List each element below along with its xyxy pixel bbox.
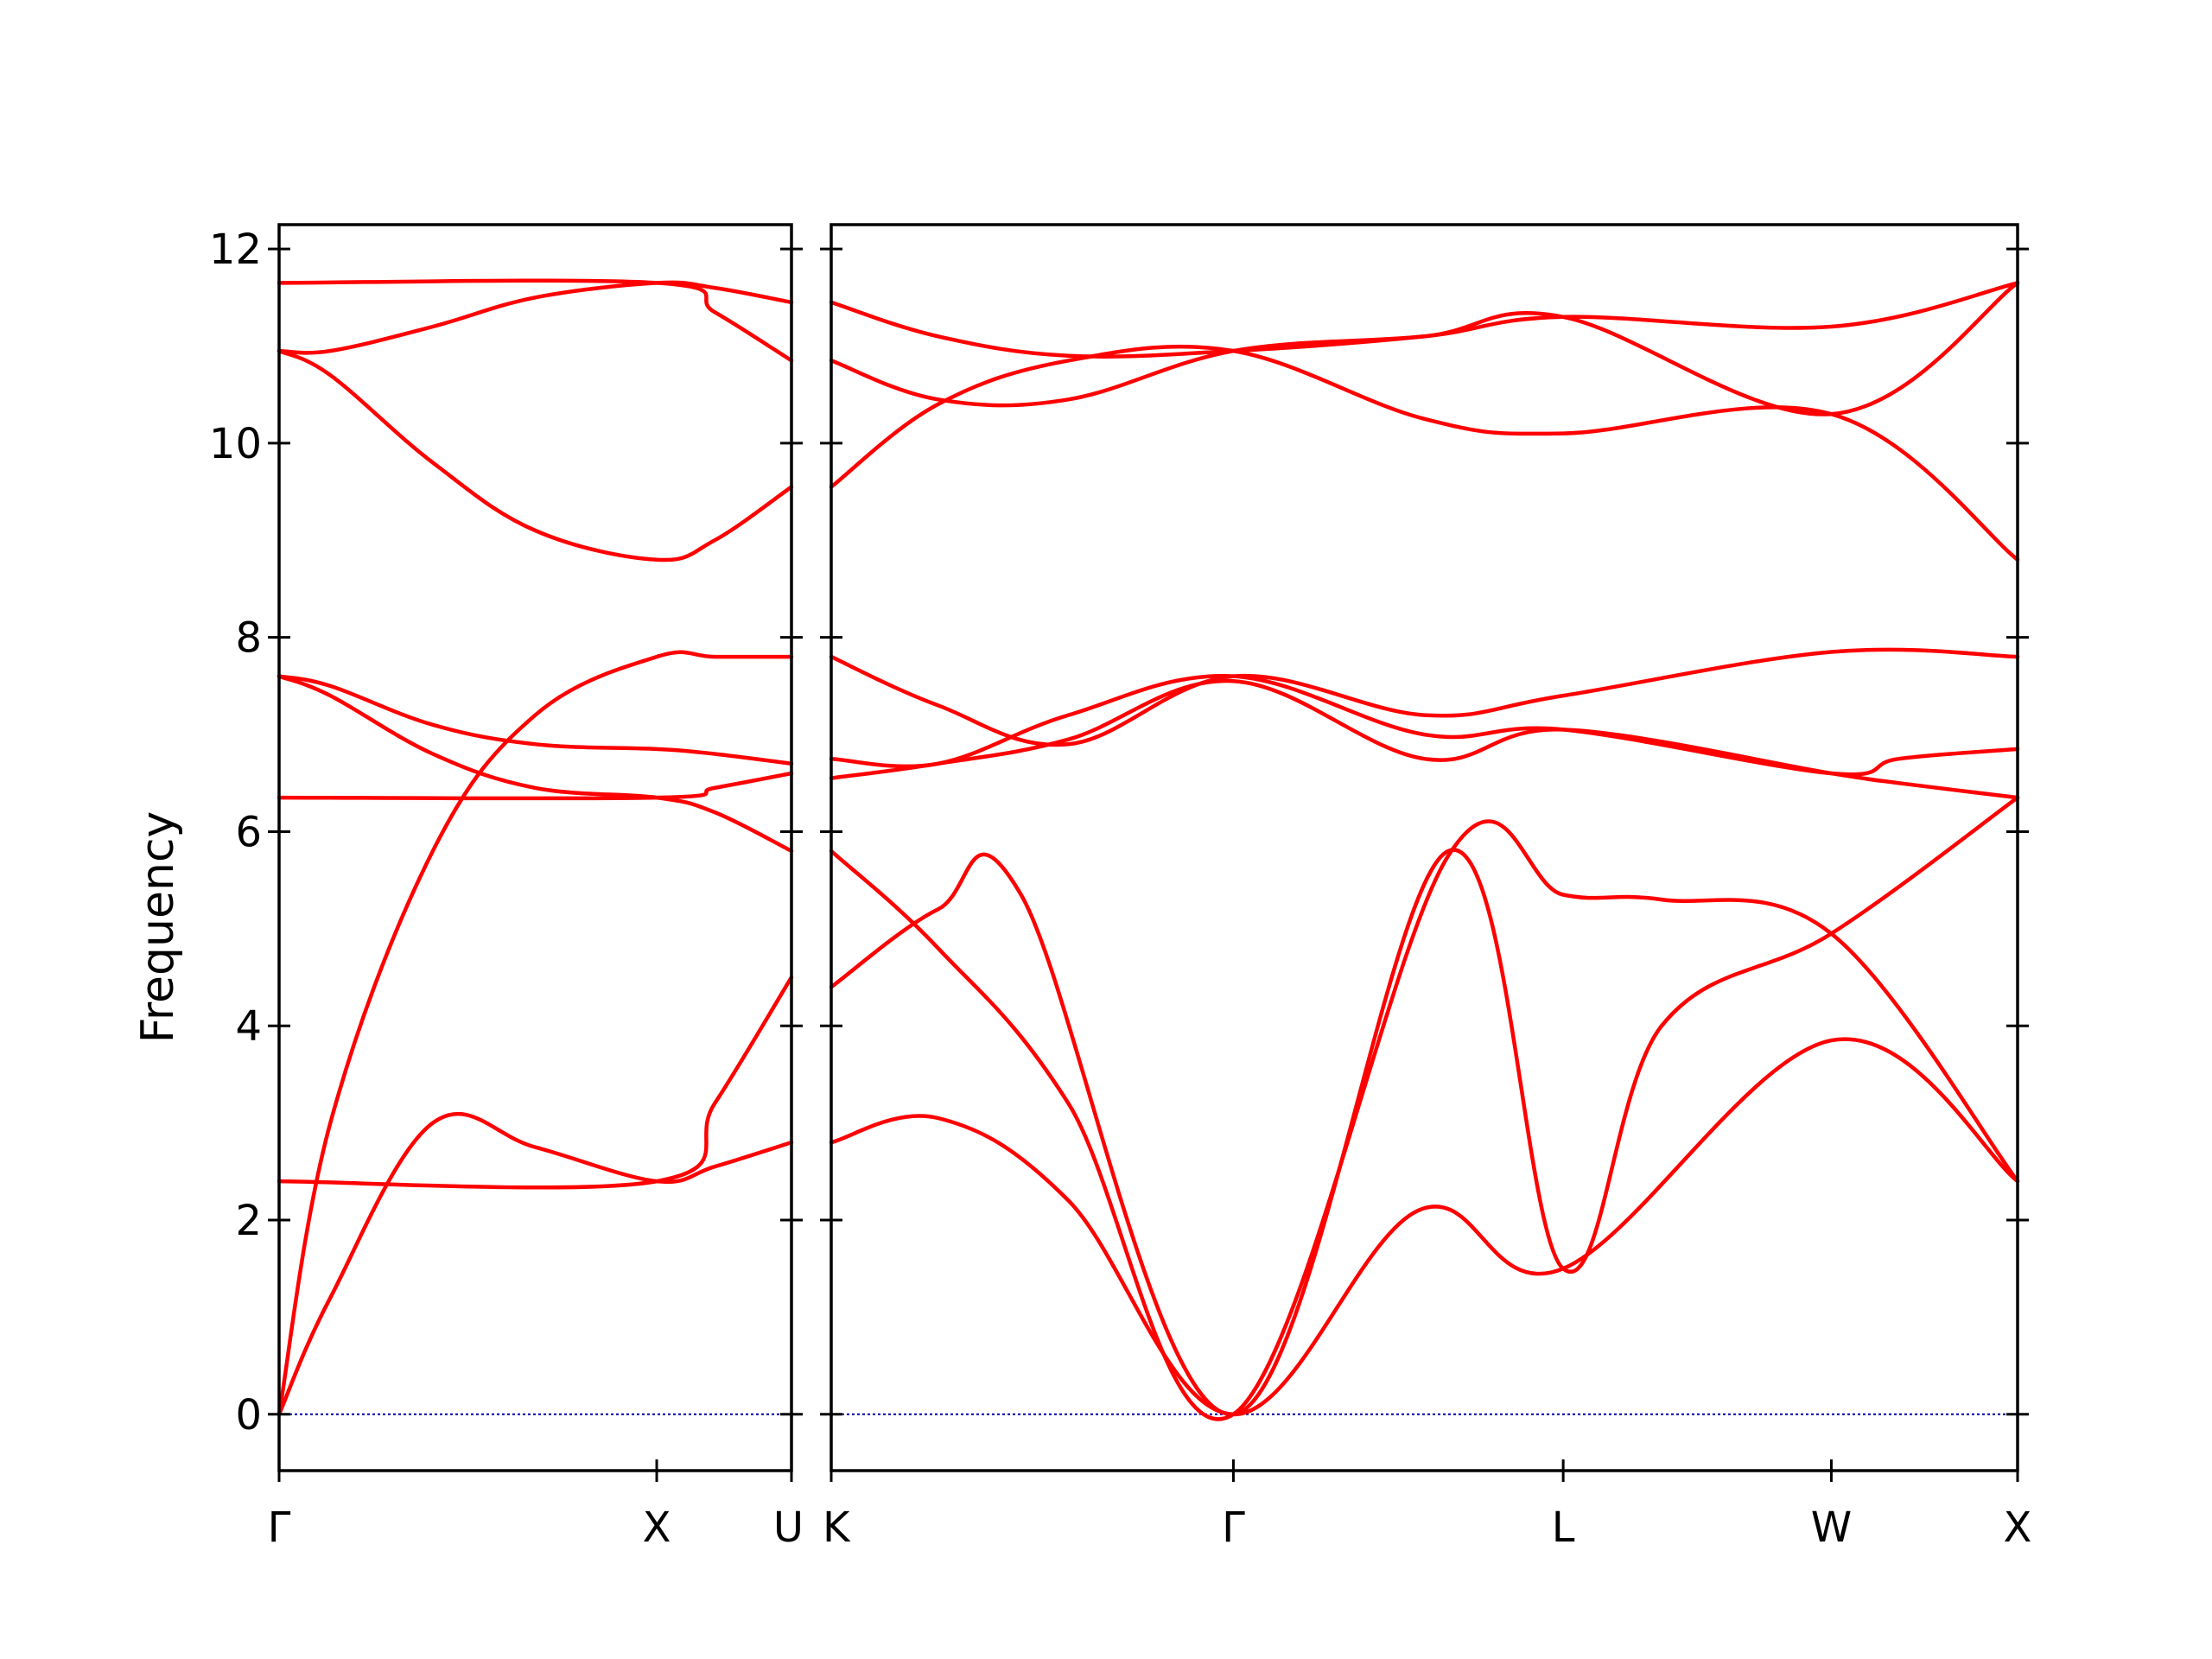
y-tick-label: 10 [209, 420, 262, 468]
band-line-panel1-3 [276, 674, 794, 854]
x-tick-label: X [643, 1503, 671, 1552]
band-line-panel1-7 [276, 348, 794, 563]
band-line-panel1-6 [276, 771, 794, 801]
band-line-panel2-1 [829, 1037, 2020, 1417]
axis-ticks [268, 247, 2029, 1482]
y-tick-label: 2 [235, 1197, 262, 1245]
x-tick-label: U [773, 1503, 804, 1552]
x-tick-label: W [1811, 1503, 1852, 1552]
band-line-panel1-9 [276, 278, 794, 363]
panel-frames [277, 223, 2019, 1472]
y-tick-label: 0 [235, 1391, 262, 1440]
tick-labels: 0 2 4 6 8 10 12 Γ X U K Γ L W X [209, 226, 2032, 1552]
x-tick-label: X [2004, 1503, 2032, 1552]
band-line-panel1-4 [276, 674, 794, 766]
x-tick-label: L [1552, 1503, 1575, 1552]
band-line-panel1-5 [276, 975, 794, 1190]
band-line-panel2-3 [829, 795, 2020, 1417]
y-tick-label: 12 [209, 226, 262, 274]
y-axis-label: Frequency [132, 811, 184, 1044]
x-tick-label: Γ [1222, 1503, 1245, 1552]
band-line-panel1-8 [276, 280, 794, 355]
y-tick-label: 8 [235, 614, 262, 663]
band-line-panel1-1 [276, 1111, 794, 1417]
x-tick-label: Γ [268, 1503, 291, 1552]
band-line-panel2-9 [829, 281, 2020, 359]
band-line-panel2-5 [829, 674, 2020, 777]
y-tick-label: 4 [235, 1002, 262, 1051]
band-line-panel2-6 [829, 647, 2020, 747]
y-tick-label: 6 [235, 808, 262, 856]
band-line-panel2-4 [829, 678, 2020, 800]
band-line-panel2-2 [829, 819, 2020, 1421]
band-line-panel2-7 [829, 344, 2020, 563]
panel-frame [277, 223, 793, 1472]
band-lines [276, 278, 2020, 1421]
x-tick-label: K [823, 1503, 851, 1552]
band-line-panel1-2 [276, 650, 794, 1417]
panel-frame [830, 223, 2019, 1472]
